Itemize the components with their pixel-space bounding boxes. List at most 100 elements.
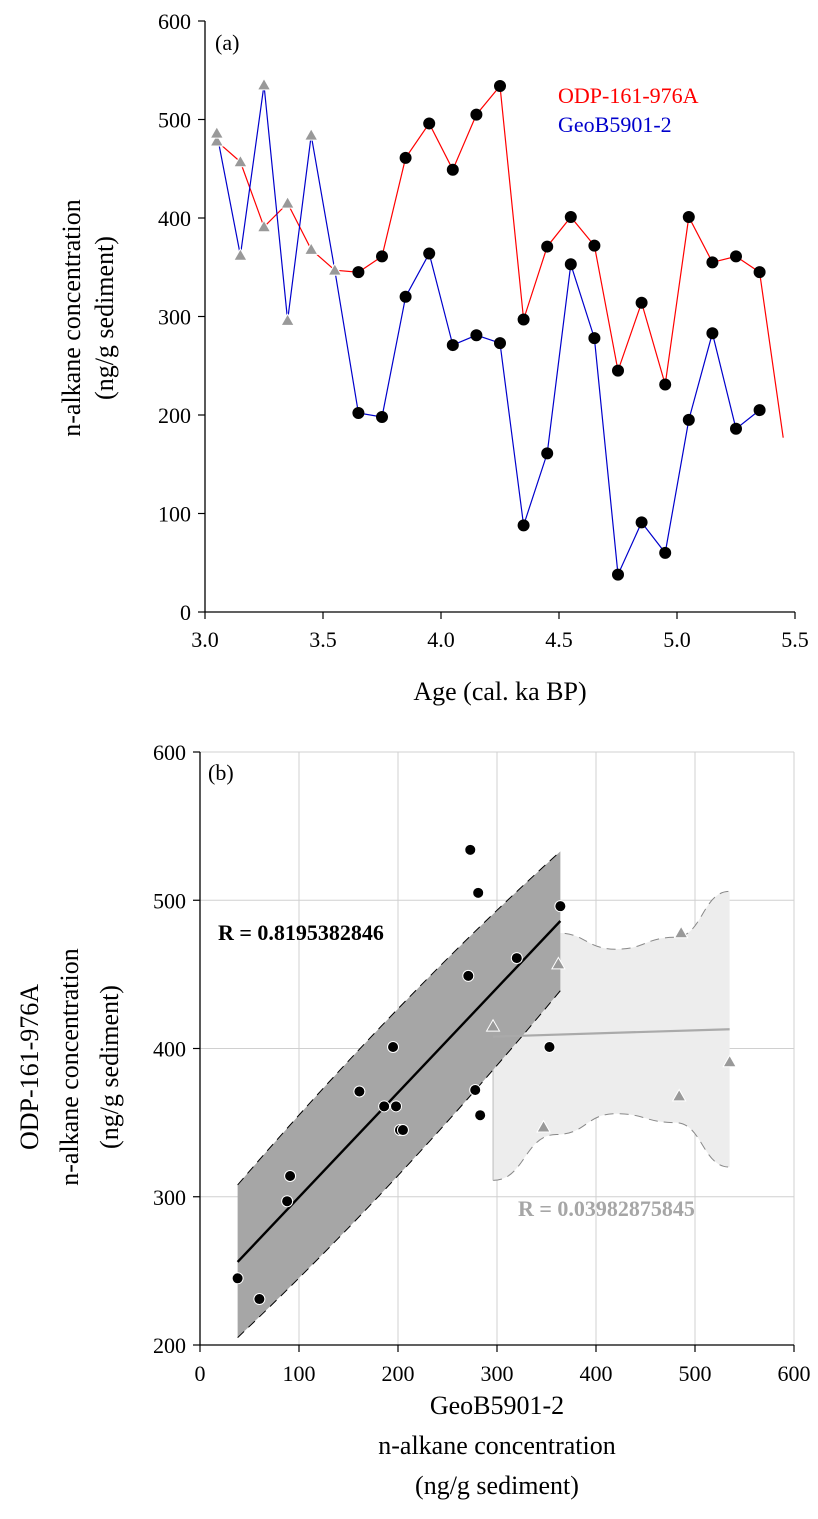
panel-a-y-axis-title: n-alkane concentration [57,199,86,437]
triangle-data-point [485,1018,501,1032]
panel-b-label: (b) [208,760,234,785]
panel-b-x-tick-label: 400 [580,1361,613,1386]
circle-data-point [510,952,523,965]
panel-a-x-axis-title: Age (cal. ka BP) [413,677,586,706]
panel-a-y-tick-label: 100 [158,502,191,527]
circle-data-point [284,1169,297,1182]
geob-data-point [730,422,742,435]
triangle-data-point [536,1119,551,1133]
panel-a-y-tick-label: 500 [158,108,191,133]
panel-b-y-tick-label: 400 [153,1037,186,1062]
panel-a-axes: 3.0 3.5 4.0 4.5 5.0 5.5 0 100 200 300 400 500 600 [158,9,809,652]
geob-data-point [470,329,483,342]
odp-data-point [706,256,719,269]
triangle-data-point [671,1088,687,1102]
ci-band-circles [237,851,561,1338]
panel-b-axes: 0 100 200 300 400 500 600 200 300 400 500 600 [153,740,811,1386]
odp-data-point [399,151,412,164]
panel-b-x-tick-label: 200 [382,1361,415,1386]
panel-b-confidence-bands [237,850,730,1338]
circle-data-point [390,1100,403,1113]
triangle-data-point [673,925,689,939]
panel-a-x-tick-label: 3.0 [191,627,219,652]
geob-data-point [446,339,459,352]
circle-data-point [281,1195,294,1208]
panel-a-x-tick-label: 4.0 [427,627,455,652]
odp-data-point [659,378,672,391]
geob-data-point [209,125,225,139]
panel-b-y-axis-title-line2: n-alkane concentration [55,948,84,1186]
circle-data-point [253,1293,266,1306]
legend-entry-odp: ODP-161-976A [558,83,699,108]
geob-data-point [612,568,624,581]
panel-b-x-tick-label: 100 [283,1361,316,1386]
fit-label-triangles: R = 0.03982875845 [518,1196,695,1221]
panel-a-y-axis-title-line2: (ng/g sediment) [90,236,119,400]
panel-a-y-tick-label: 200 [158,403,191,428]
geob-data-point [303,127,319,141]
ci-upper-triangles [492,890,730,952]
panel-a-y-tick-label: 300 [158,305,191,330]
panel-b-x-tick-label: 600 [778,1361,811,1386]
geob-data-point [280,312,295,326]
circle-data-point [378,1100,391,1113]
geob-data-point [753,404,766,417]
geob-data-point [376,410,388,423]
odp-data-point [517,313,530,326]
odp-data-point [280,195,295,209]
odp-data-point [423,117,436,130]
odp-data-point [682,211,695,224]
odp-data-point [470,108,483,121]
circle-data-point [469,1084,482,1097]
circle-data-point [462,969,475,982]
circle-data-point [353,1085,366,1098]
panel-b-y-tick-label: 500 [153,888,186,913]
geob-data-point [399,290,412,303]
panel-a-x-tick-label: 4.5 [545,627,573,652]
fit-line-triangles [493,1028,730,1038]
odp-data-point [256,219,272,233]
fit-label-circles: R = 0.8195382846 [218,920,384,945]
panel-b-x-axis-title-line3: (ng/g sediment) [415,1471,579,1500]
circle-data-point [474,1109,487,1122]
panel-a-y-tick-label: 0 [180,600,191,625]
geob-data-point [541,447,554,460]
circle-data-point [472,886,485,899]
series-line-geob [216,84,760,577]
panel-b-x-axis-title-line2: n-alkane concentration [378,1431,616,1460]
geob-data-point [494,337,506,350]
panel-b-y-tick-label: 600 [153,740,186,765]
triangle-data-point [551,956,566,970]
triangle-data-point [722,1054,738,1068]
panel-a-y-tick-label: 600 [158,9,191,34]
geob-data-point [682,413,695,426]
odp-data-point [588,239,601,252]
geob-data-point [423,247,436,260]
panel-b-x-tick-label: 0 [195,1361,206,1386]
panel-b-x-axis-title: GeoB5901-2 [430,1391,564,1420]
panel-a-x-tick-label: 5.0 [663,627,691,652]
panel-b-markers [231,843,738,1306]
ci-lower-triangles [492,1113,730,1181]
panel-b-y-tick-label: 300 [153,1185,186,1210]
odp-data-point [753,266,766,279]
geob-data-point [327,262,343,276]
geob-data-point [233,247,248,261]
odp-data-point [564,211,577,224]
geob-data-point [564,258,577,271]
panel-b-y-axis-title: ODP-161-976A [15,984,44,1150]
panel-b-x-tick-label: 300 [481,1361,514,1386]
circle-data-point [387,1041,400,1054]
panel-a-label: (a) [215,30,239,55]
geob-data-point [635,516,648,529]
circle-data-point [543,1041,556,1054]
geob-data-point [517,519,530,532]
panel-b-y-axis-title-line3: (ng/g sediment) [95,985,124,1149]
panel-b: 0 100 200 300 400 500 600 200 300 400 500 600 (b) R… [15,740,811,1500]
odp-data-point [233,154,248,168]
geob-data-point [256,77,272,91]
circle-data-point [396,1124,409,1137]
odp-data-point [352,266,365,279]
odp-data-point [494,80,506,93]
